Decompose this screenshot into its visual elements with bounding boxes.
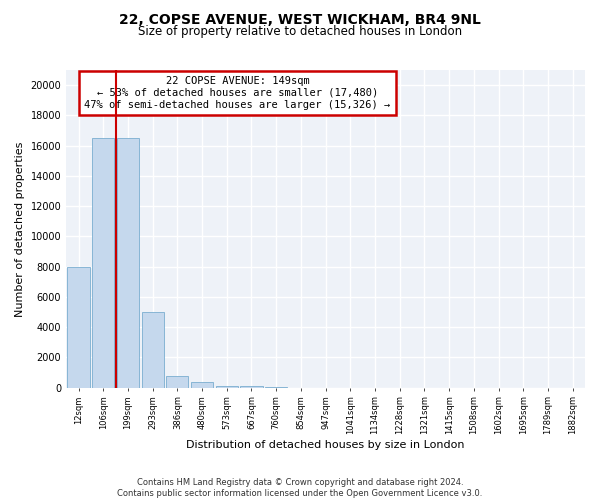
Bar [117, 138, 139, 388]
Text: 22 COPSE AVENUE: 149sqm
← 53% of detached houses are smaller (17,480)
47% of sem: 22 COPSE AVENUE: 149sqm ← 53% of detache… [84, 76, 391, 110]
Bar [265, 387, 287, 388]
Bar [92, 138, 115, 388]
Bar [241, 386, 263, 388]
X-axis label: Distribution of detached houses by size in London: Distribution of detached houses by size … [187, 440, 465, 450]
Text: 22, COPSE AVENUE, WEST WICKHAM, BR4 9NL: 22, COPSE AVENUE, WEST WICKHAM, BR4 9NL [119, 12, 481, 26]
Bar [67, 266, 89, 388]
Text: Size of property relative to detached houses in London: Size of property relative to detached ho… [138, 25, 462, 38]
Bar [191, 382, 213, 388]
Text: Contains HM Land Registry data © Crown copyright and database right 2024.
Contai: Contains HM Land Registry data © Crown c… [118, 478, 482, 498]
Bar [142, 312, 164, 388]
Bar [166, 376, 188, 388]
Bar [215, 386, 238, 388]
Y-axis label: Number of detached properties: Number of detached properties [15, 141, 25, 316]
